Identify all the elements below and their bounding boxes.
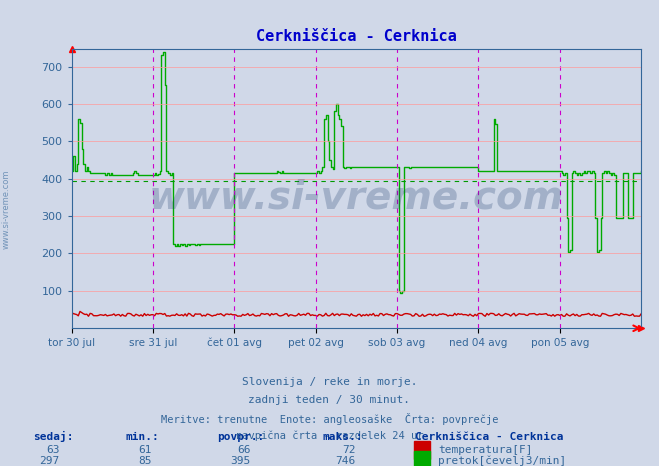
Text: Cerkniščica - Cerknica: Cerkniščica - Cerknica xyxy=(415,432,563,442)
Text: sedaj:: sedaj: xyxy=(33,432,73,442)
Text: www.si-vreme.com: www.si-vreme.com xyxy=(2,170,11,249)
Text: 63: 63 xyxy=(46,445,59,455)
Text: 746: 746 xyxy=(335,456,356,466)
Text: min.:: min.: xyxy=(125,432,159,442)
Text: 395: 395 xyxy=(230,456,250,466)
Text: povpr.:: povpr.: xyxy=(217,432,265,442)
Text: www.si-vreme.com: www.si-vreme.com xyxy=(149,178,564,216)
Text: 297: 297 xyxy=(39,456,59,466)
Text: 72: 72 xyxy=(343,445,356,455)
Text: Meritve: trenutne  Enote: angleosaške  Črta: povprečje: Meritve: trenutne Enote: angleosaške Črt… xyxy=(161,413,498,425)
Text: maks.:: maks.: xyxy=(323,432,363,442)
Text: Slovenija / reke in morje.: Slovenija / reke in morje. xyxy=(242,377,417,387)
Text: 61: 61 xyxy=(138,445,152,455)
Text: navpična črta - razdelek 24 ur: navpična črta - razdelek 24 ur xyxy=(236,431,423,441)
Text: 85: 85 xyxy=(138,456,152,466)
Text: zadnji teden / 30 minut.: zadnji teden / 30 minut. xyxy=(248,395,411,405)
Text: temperatura[F]: temperatura[F] xyxy=(438,445,532,455)
Text: 66: 66 xyxy=(237,445,250,455)
Title: Cerkniščica - Cerknica: Cerkniščica - Cerknica xyxy=(256,29,457,44)
Text: pretok[čevelj3/min]: pretok[čevelj3/min] xyxy=(438,455,567,466)
